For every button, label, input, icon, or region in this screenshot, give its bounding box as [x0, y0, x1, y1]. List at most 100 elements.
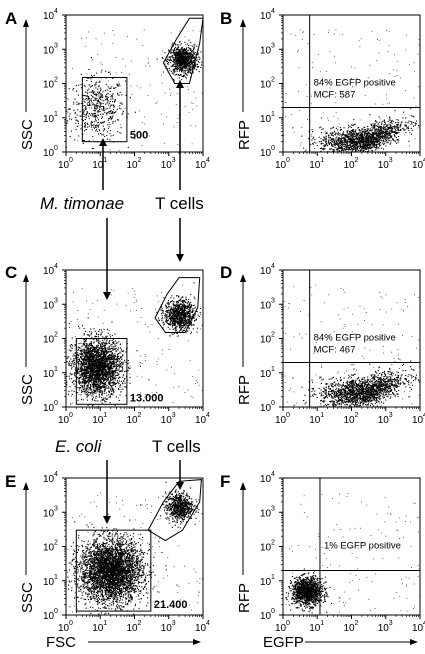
scatter-point: [100, 108, 102, 110]
scatter-point: [84, 359, 86, 361]
scatter-point: [120, 108, 122, 110]
scatter-point: [181, 63, 183, 65]
scatter-point: [183, 59, 185, 61]
scatter-point: [321, 128, 323, 130]
scatter-point: [119, 376, 121, 378]
scatter-point: [378, 137, 380, 139]
scatter-point: [82, 368, 84, 370]
scatter-point: [118, 347, 120, 349]
scatter-point: [68, 115, 70, 117]
scatter-point: [385, 130, 387, 132]
scatter-point: [96, 353, 98, 355]
scatter-point: [87, 356, 89, 358]
scatter-point: [380, 131, 382, 133]
scatter-point: [356, 148, 358, 150]
scatter-point: [178, 74, 180, 76]
scatter-point: [186, 47, 188, 49]
scatter-point: [387, 135, 389, 137]
scatter-point: [109, 342, 111, 344]
scatter-point: [393, 134, 395, 136]
scatter-point: [95, 374, 97, 376]
scatter-point: [74, 111, 76, 113]
scatter-point: [176, 65, 178, 67]
scatter-point: [98, 106, 100, 108]
scatter-point: [175, 68, 177, 70]
scatter-point: [180, 48, 182, 50]
scatter-point: [86, 103, 88, 105]
scatter-point: [353, 129, 355, 131]
scatter-point: [92, 139, 94, 141]
scatter-point: [89, 91, 91, 93]
scatter-point: [370, 123, 372, 125]
scatter-point: [96, 395, 98, 397]
scatter-point: [96, 126, 98, 128]
scatter-point: [297, 51, 298, 53]
scatter-point: [389, 116, 391, 118]
scatter-point: [360, 141, 362, 143]
scatter-point: [77, 352, 79, 354]
scatter-point: [98, 95, 100, 97]
scatter-point: [178, 49, 180, 51]
scatter-point: [385, 134, 387, 136]
scatter-point: [92, 104, 94, 106]
scatter-point: [112, 134, 114, 136]
scatter-point: [100, 354, 102, 356]
scatter-point: [100, 43, 102, 45]
scatter-point: [331, 155, 332, 156]
scatter-point: [357, 145, 359, 147]
scatter-point: [88, 391, 90, 393]
scatter-point: [314, 139, 316, 141]
scatter-point: [72, 382, 74, 384]
scatter-point: [102, 97, 104, 99]
scatter-point: [372, 132, 374, 134]
scatter-point: [373, 137, 375, 139]
scatter-point: [92, 359, 94, 361]
scatter-point: [104, 397, 106, 399]
scatter-point: [390, 142, 392, 144]
scatter-point: [356, 134, 358, 136]
scatter-point: [84, 95, 86, 97]
scatter-point: [389, 117, 391, 119]
scatter-point: [327, 135, 329, 137]
scatter-point: [392, 120, 394, 122]
y-tick-label: 10: [260, 114, 272, 125]
scatter-point: [183, 75, 185, 77]
scatter-point: [100, 383, 102, 385]
scatter-point: [80, 374, 82, 376]
scatter-point: [111, 343, 113, 345]
scatter-point: [311, 139, 313, 141]
scatter-point: [100, 369, 102, 371]
scatter-point: [328, 119, 329, 121]
scatter-point: [143, 29, 145, 31]
scatter-point: [359, 139, 361, 141]
scatter-point: [174, 60, 176, 62]
scatter-point: [95, 357, 97, 359]
scatter-point: [182, 69, 184, 71]
scatter-point: [352, 145, 354, 147]
scatter-point: [113, 384, 115, 386]
scatter-point: [413, 70, 415, 72]
scatter-point: [184, 71, 186, 73]
scatter-point: [348, 138, 350, 140]
scatter-point: [127, 117, 129, 119]
scatter-point: [114, 357, 116, 359]
scatter-point: [88, 389, 90, 391]
scatter-point: [330, 128, 332, 130]
scatter-point: [180, 74, 182, 76]
scatter-point: [90, 98, 92, 100]
scatter-point: [366, 133, 368, 135]
scatter-point: [93, 360, 95, 362]
scatter-point: [390, 129, 392, 131]
scatter-point: [105, 361, 107, 363]
scatter-point: [92, 382, 94, 384]
scatter-point: [368, 142, 370, 144]
scatter-point: [396, 124, 398, 126]
scatter-point: [418, 125, 420, 127]
scatter-point: [190, 41, 192, 43]
scatter-point: [88, 374, 90, 376]
scatter-point: [89, 349, 91, 351]
scatter-point: [348, 144, 350, 146]
scatter-point: [111, 388, 113, 390]
scatter-point: [99, 389, 101, 391]
scatter-point: [89, 378, 91, 380]
